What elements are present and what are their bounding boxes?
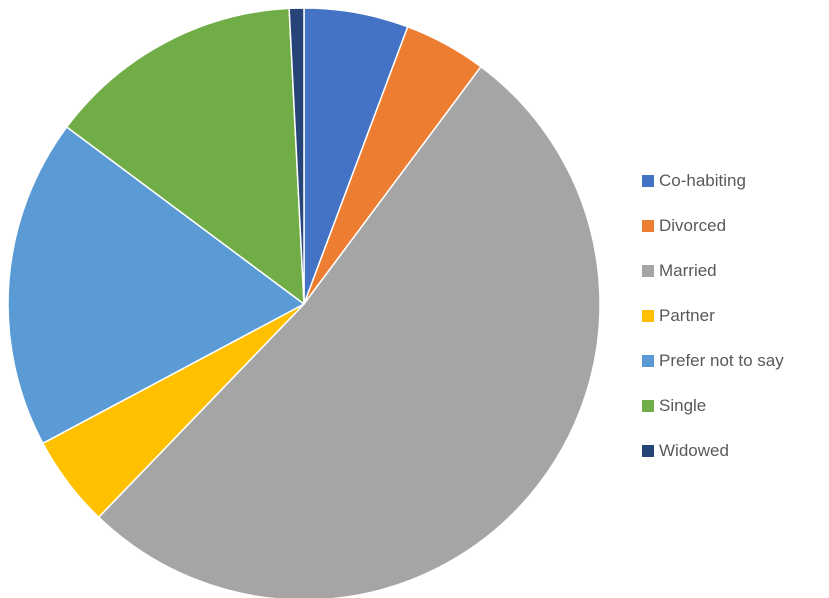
legend-label: Divorced bbox=[659, 216, 727, 235]
legend-swatch bbox=[642, 354, 654, 367]
pie-slice-single bbox=[65, 7, 305, 305]
legend-item-married: Married bbox=[642, 248, 784, 293]
legend-label: Prefer not to say bbox=[659, 351, 784, 370]
legend-label: Married bbox=[659, 261, 717, 280]
legend-item-partner: Partner bbox=[642, 293, 784, 338]
legend-item-divorced: Divorced bbox=[642, 203, 784, 248]
legend-swatch bbox=[642, 444, 654, 457]
pie-slice-prefer-not-to-say bbox=[7, 126, 305, 445]
legend-swatch bbox=[642, 174, 654, 187]
legend-item-prefer-not-to-say: Prefer not to say bbox=[642, 338, 784, 383]
legend-swatch bbox=[642, 309, 654, 322]
legend-swatch bbox=[642, 399, 654, 412]
pie-slices bbox=[7, 7, 601, 598]
legend-swatch bbox=[642, 264, 654, 277]
legend-item-single: Single bbox=[642, 383, 784, 428]
legend-label: Widowed bbox=[659, 441, 729, 460]
pie-slice-widowed bbox=[288, 7, 305, 305]
chart-legend: Co-habiting Divorced Married Partner Prefer … bbox=[642, 158, 784, 473]
legend-label: Partner bbox=[659, 306, 715, 325]
legend-label: Co-habiting bbox=[659, 171, 746, 190]
legend-item-widowed: Widowed bbox=[642, 428, 784, 473]
legend-label: Single bbox=[659, 396, 707, 415]
legend-item-co-habiting: Co-habiting bbox=[642, 158, 784, 203]
pie-slice-married bbox=[97, 65, 601, 598]
legend-swatch bbox=[642, 219, 654, 232]
